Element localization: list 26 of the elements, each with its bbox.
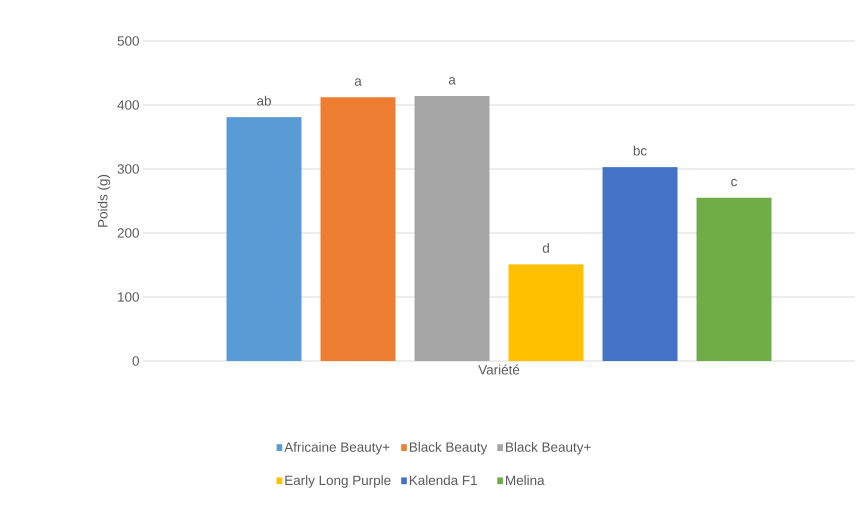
legend-label: Kalenda F1	[410, 475, 477, 486]
y-tick-label: 0	[132, 356, 139, 366]
bar	[226, 117, 302, 361]
y-tick-label: 400	[117, 100, 139, 110]
legend-label: Black Beauty+	[506, 442, 591, 455]
annotation: d	[542, 242, 549, 253]
y-tick-label: 100	[118, 292, 139, 302]
annotation: bc	[634, 146, 647, 156]
y-tick-label: 200	[118, 228, 139, 238]
legend-label: Black Beauty	[410, 442, 488, 455]
legend-label: Africaine Beauty+	[284, 442, 390, 455]
annotation: c	[731, 178, 738, 186]
annotation: a	[354, 78, 362, 86]
y-axis-title: Poids (g)	[98, 174, 110, 227]
x-tick-label: Variété	[478, 364, 520, 375]
annotation: a	[448, 77, 456, 84]
y-tick-label: 300	[118, 164, 139, 174]
bar	[508, 264, 584, 361]
bar	[414, 96, 490, 361]
y-tick-label: 500	[118, 36, 139, 46]
legend-label: Melina	[506, 475, 545, 486]
annotation: ab	[257, 96, 271, 106]
bar	[696, 198, 772, 361]
bar	[602, 167, 678, 361]
legend-label: Early Long Purple	[285, 475, 391, 488]
bar	[320, 97, 396, 361]
